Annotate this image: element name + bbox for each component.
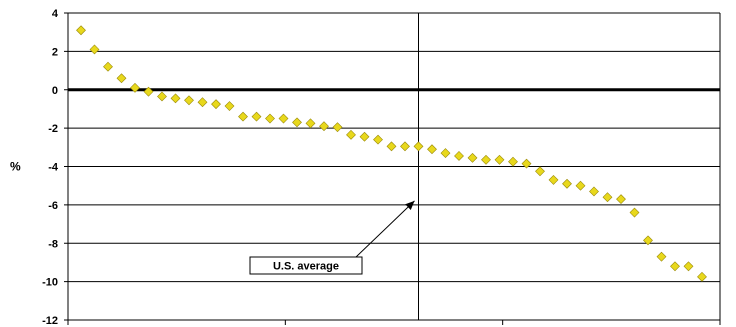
- data-point: [629, 207, 640, 218]
- data-point: [616, 194, 626, 205]
- data-point: [238, 111, 248, 122]
- y-tick-label: 4: [52, 8, 59, 20]
- y-tick-label: 0: [52, 85, 58, 97]
- data-point: [575, 180, 586, 191]
- data-point: [332, 122, 343, 133]
- data-point: [359, 131, 370, 142]
- annotation-arrowhead: [405, 200, 415, 211]
- data-point: [89, 44, 100, 55]
- data-point: [548, 175, 559, 185]
- data-point: [130, 82, 140, 93]
- data-point: [373, 134, 383, 145]
- y-tick-label: -6: [48, 200, 58, 212]
- data-point: [184, 95, 194, 106]
- data-point: [170, 93, 181, 104]
- y-tick-label: -10: [42, 277, 58, 289]
- data-point: [400, 141, 410, 152]
- data-point: [427, 144, 437, 155]
- data-points: [76, 25, 707, 282]
- data-point: [103, 61, 113, 72]
- data-point: [197, 97, 208, 108]
- data-point: [413, 141, 424, 152]
- data-point: [346, 129, 356, 140]
- data-point: [157, 91, 167, 102]
- axes: [64, 12, 721, 325]
- data-point: [697, 271, 707, 282]
- data-point: [589, 186, 599, 197]
- data-point: [143, 86, 154, 97]
- data-point: [535, 166, 545, 177]
- y-tick-labels: 4 2 0 -2 -4 -6 -8 -10 -12: [42, 8, 59, 327]
- data-point: [278, 113, 289, 124]
- annotation-box: [249, 256, 363, 275]
- data-point: [562, 178, 572, 189]
- y-tick-label: -8: [48, 238, 58, 250]
- data-point: [683, 261, 694, 272]
- y-axis-label: %: [10, 160, 21, 174]
- data-point: [602, 192, 613, 203]
- annotation-text: U.S. average: [273, 261, 339, 273]
- data-point: [211, 99, 221, 110]
- annotation-arrow: [355, 200, 415, 258]
- us-average-annotation: U.S. average: [249, 200, 415, 275]
- y-tick-label: 2: [52, 46, 58, 58]
- data-point: [467, 152, 478, 163]
- data-point: [224, 101, 235, 111]
- y-tick-label: -4: [48, 162, 59, 174]
- data-point: [494, 154, 505, 165]
- data-point: [656, 251, 667, 262]
- data-point: [319, 121, 329, 132]
- data-point: [670, 261, 680, 272]
- data-point: [481, 154, 491, 165]
- data-point: [508, 156, 518, 167]
- data-point: [454, 151, 464, 161]
- y-tick-label: -2: [48, 123, 58, 135]
- data-point: [116, 73, 127, 84]
- y-tick-label: -12: [42, 315, 58, 327]
- data-point: [440, 148, 451, 158]
- gridlines: [68, 12, 720, 283]
- data-point: [386, 141, 397, 152]
- data-point: [305, 118, 316, 129]
- data-point: [292, 117, 302, 128]
- data-point: [265, 113, 275, 124]
- data-point: [76, 25, 86, 36]
- data-point: [251, 111, 262, 122]
- data-point: [521, 158, 532, 169]
- data-point: [643, 235, 653, 246]
